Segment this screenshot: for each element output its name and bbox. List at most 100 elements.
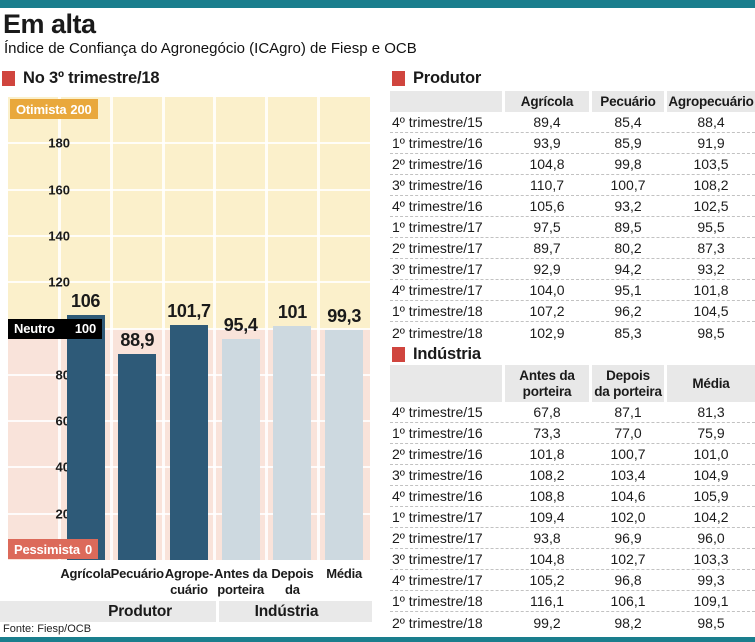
industria-table: Antes da porteira Depois da porteira Média… — [390, 365, 755, 633]
row-label: 4º trimestre/17 — [392, 282, 483, 298]
cell-value: 91,9 — [697, 135, 725, 151]
bar-value-label: 101 — [277, 302, 307, 323]
column-header: Antes da porteira — [505, 365, 589, 402]
y-axis-tick: 120 — [48, 274, 70, 290]
cell-value: 102,9 — [529, 324, 565, 341]
cell-value: 97,5 — [533, 219, 561, 235]
table-row: 4º trimestre/17 104,0 95,1 101,8 — [390, 280, 755, 301]
x-axis-label: Pecuário — [110, 566, 165, 581]
row-label: 3º trimestre/16 — [392, 467, 483, 483]
neutro-100-label: Neutro 100 — [8, 318, 102, 339]
y-axis-tick: 160 — [48, 182, 70, 198]
group-band-produtor — [0, 601, 216, 622]
table-row: 3º trimestre/17 104,8 102,7 103,3 — [390, 549, 755, 570]
cell-value: 102,0 — [610, 509, 646, 525]
page-subtitle: Índice de Confiança do Agronegócio (ICAg… — [4, 40, 417, 57]
table-row: 3º trimestre/17 92,9 94,2 93,2 — [390, 259, 755, 280]
cell-value: 95,5 — [697, 219, 725, 235]
cell-value: 80,2 — [614, 240, 642, 256]
optimist-zone — [8, 97, 370, 329]
cell-value: 108,2 — [693, 177, 729, 193]
group-band-industria — [219, 601, 372, 622]
row-label: 2º trimestre/18 — [392, 324, 483, 341]
bar — [221, 339, 260, 560]
cell-value: 102,5 — [693, 198, 729, 214]
table-row: 2º trimestre/18 102,9 85,3 98,5 — [390, 322, 755, 343]
cell-value: 100,7 — [610, 446, 646, 462]
produtor-table: Agrícola Pecuário Agropecuário 4º trimestre… — [390, 91, 755, 343]
row-label: 4º trimestre/16 — [392, 488, 483, 504]
gridline-v — [316, 97, 320, 560]
red-square-icon — [2, 71, 15, 86]
row-label: 4º trimestre/15 — [392, 114, 483, 130]
cell-value: 87,3 — [697, 240, 725, 256]
row-label: 2º trimestre/17 — [392, 240, 483, 256]
table-row: 3º trimestre/16 108,2 103,4 104,9 — [390, 465, 755, 486]
gridline-h — [8, 142, 370, 145]
cell-value: 96,9 — [614, 530, 642, 546]
cell-value: 106,1 — [610, 593, 646, 609]
cell-value: 98,2 — [614, 614, 642, 631]
cell-value: 104,0 — [529, 282, 565, 298]
cell-value: 109,4 — [529, 509, 565, 525]
row-label: 2º trimestre/16 — [392, 156, 483, 172]
row-label: 2º trimestre/17 — [392, 530, 483, 546]
cell-value: 108,8 — [529, 488, 565, 504]
cell-value: 101,8 — [529, 446, 565, 462]
row-label: 4º trimestre/15 — [392, 404, 483, 420]
group-row: Produtor Indústria — [0, 601, 372, 622]
otimista-value: 200 — [70, 101, 92, 117]
x-axis-label: Agrope- cuário — [164, 566, 214, 598]
row-label: 1º trimestre/17 — [392, 219, 483, 235]
y-axis-tick: 80 — [55, 367, 70, 383]
cell-value: 98,5 — [697, 614, 725, 631]
cell-value: 93,2 — [697, 261, 725, 277]
neutro-text: Neutro — [14, 321, 55, 336]
cell-value: 110,7 — [530, 177, 564, 193]
cell-value: 67,8 — [533, 404, 561, 420]
cell-value: 100,7 — [610, 177, 646, 193]
cell-value: 103,4 — [610, 467, 646, 483]
row-label: 2º trimestre/16 — [392, 446, 483, 462]
table-row: 4º trimestre/15 89,4 85,4 88,4 — [390, 112, 755, 133]
produtor-section-title: Produtor — [413, 69, 482, 87]
chart-section-title: No 3º trimestre/18 — [23, 69, 160, 87]
table-row: 1º trimestre/16 93,9 85,9 91,9 — [390, 133, 755, 154]
cell-value: 96,8 — [614, 572, 642, 588]
bar-value-label: 101,7 — [167, 300, 211, 321]
bar — [273, 326, 312, 560]
page-title: Em alta — [3, 9, 96, 39]
bar — [118, 354, 157, 560]
cell-value: 94,2 — [614, 261, 642, 277]
table-header-row: Agrícola Pecuário Agropecuário — [390, 91, 755, 112]
row-label: 4º trimestre/16 — [392, 198, 483, 214]
x-axis-labels: Agrícola Pecuário Agrope- cuário Antes da p… — [8, 563, 370, 614]
cell-value: 104,8 — [529, 551, 565, 567]
table-row: 4º trimestre/15 67,8 87,1 81,3 — [390, 402, 755, 423]
column-header — [390, 365, 502, 402]
bar-value-label: 88,9 — [120, 330, 155, 351]
cell-value: 81,3 — [697, 404, 725, 420]
table-row: 1º trimestre/18 116,1 106,1 109,1 — [390, 591, 755, 612]
row-label: 1º trimestre/18 — [392, 593, 483, 609]
cell-value: 116,1 — [530, 593, 564, 609]
cell-value: 104,8 — [529, 156, 565, 172]
column-header — [390, 91, 502, 112]
bar-value-label: 95,4 — [223, 315, 258, 336]
cell-value: 93,8 — [533, 530, 561, 546]
bar — [325, 330, 364, 560]
cell-value: 89,7 — [533, 240, 561, 256]
group-label-industria: Indústria — [254, 602, 319, 620]
bar — [66, 314, 105, 560]
cell-value: 92,9 — [533, 261, 561, 277]
y-axis-tick: 60 — [55, 413, 70, 429]
cell-value: 88,4 — [697, 114, 725, 130]
row-label: 3º trimestre/17 — [392, 261, 483, 277]
gridline-v — [213, 97, 217, 560]
gridline-v — [161, 97, 165, 560]
column-header: Agrícola — [505, 91, 589, 112]
table-row: 2º trimestre/17 93,8 96,9 96,0 — [390, 528, 755, 549]
pessimista-0-label: Pessimista 0 — [8, 539, 98, 559]
chart-section-header: No 3º trimestre/18 — [2, 69, 160, 88]
table-row: 2º trimestre/18 99,2 98,2 98,5 — [390, 612, 755, 633]
